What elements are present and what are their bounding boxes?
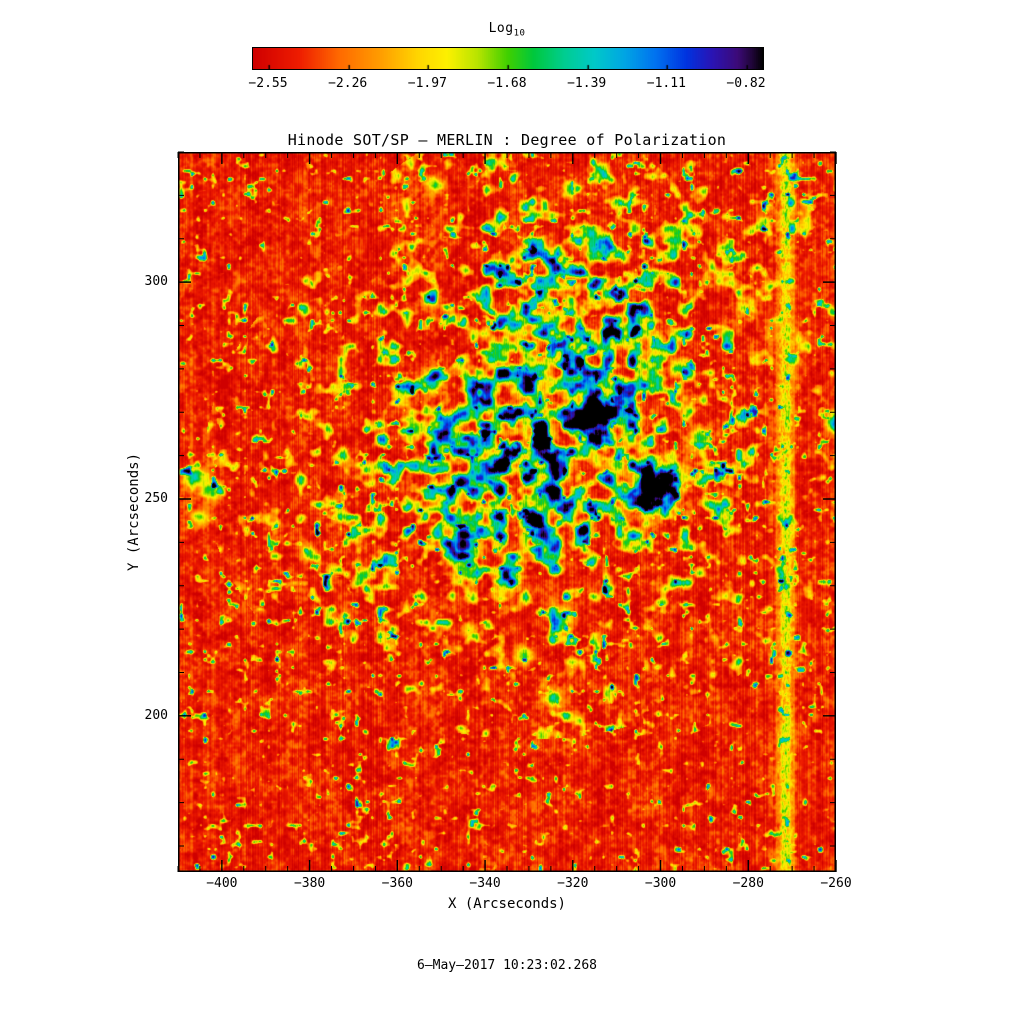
heatmap-canvas <box>178 152 836 872</box>
y-tick-label: 200 <box>144 707 168 723</box>
colorbar-tick-label: −1.39 <box>567 76 607 91</box>
x-axis-label: X (Arcseconds) <box>447 896 566 912</box>
axes-frame <box>177 151 837 872</box>
minor-ticks <box>177 151 836 872</box>
x-tick-label: −260 <box>820 876 852 891</box>
colorbar-title-text: Log <box>488 21 514 36</box>
y-tick-label: 250 <box>144 490 168 506</box>
colorbar-gradient <box>252 47 764 70</box>
colorbar-tick-label: −2.55 <box>248 76 288 91</box>
plot-title: Hinode SOT/SP – MERLIN : Degree of Polar… <box>287 131 727 149</box>
major-ticks <box>178 152 837 872</box>
timestamp: 6–May–2017 10:23:02.268 <box>416 958 597 973</box>
x-tick-label: −380 <box>293 876 326 891</box>
x-tick-label: −400 <box>206 876 238 891</box>
plot-border <box>178 152 836 872</box>
x-tick-label: −360 <box>381 876 413 891</box>
x-tick-label: −340 <box>469 876 501 891</box>
y-tick-label: 300 <box>144 274 168 290</box>
colorbar-tick-label: −2.26 <box>328 76 368 91</box>
x-tick-label: −320 <box>557 876 589 891</box>
colorbar-tick-label: −1.11 <box>646 76 686 91</box>
colorbar-title-subscript: 10 <box>513 28 526 39</box>
colorbar-title: Log10 <box>252 21 762 39</box>
y-axis-label: Y (Arcseconds) <box>126 452 142 572</box>
colorbar-tick-label: −0.82 <box>726 76 766 91</box>
x-tick-label: −280 <box>732 876 764 891</box>
x-tick-label: −300 <box>644 876 677 891</box>
colorbar-tick-label: −1.68 <box>487 76 527 91</box>
colorbar-tick-label: −1.97 <box>407 76 447 91</box>
